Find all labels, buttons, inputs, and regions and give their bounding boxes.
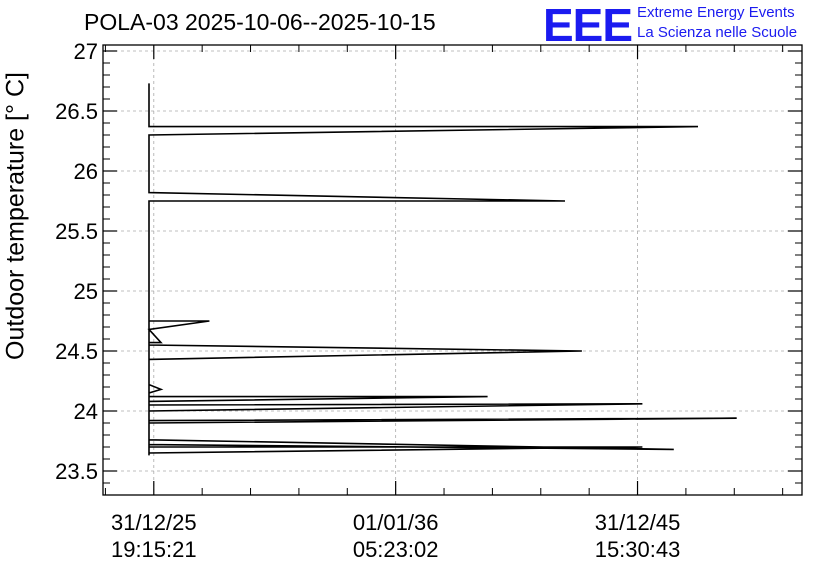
- chart-title: POLA-03 2025-10-06--2025-10-15: [84, 9, 436, 35]
- y-tick-label: 25.5: [55, 219, 98, 244]
- y-tick-label: 24.5: [55, 339, 98, 364]
- logo-text-line1: Extreme Energy Events: [637, 4, 795, 21]
- x-tick-label-date: 01/01/36: [353, 510, 439, 535]
- y-tick-label: 26: [74, 159, 98, 184]
- x-tick-label-time: 15:30:43: [595, 537, 681, 562]
- plot-frame: [102, 44, 803, 496]
- logo-text-line2: La Scienza nelle Scuole: [637, 24, 798, 41]
- y-tick-label: 24: [74, 399, 98, 424]
- y-tick-label: 26.5: [55, 99, 98, 124]
- x-tick-label-date: 31/12/25: [111, 510, 197, 535]
- series-layer: [147, 83, 737, 456]
- grid-lines: [103, 45, 802, 495]
- axis-ticks: [103, 45, 802, 496]
- x-tick-label-date: 31/12/45: [595, 510, 681, 535]
- y-tick-label: 27: [74, 39, 98, 64]
- y-tick-label: 25: [74, 279, 98, 304]
- y-axis-label: Outdoor temperature [° C]: [1, 72, 30, 360]
- y-tick-label: 23.5: [55, 459, 98, 484]
- x-tick-label-time: 05:23:02: [353, 537, 439, 562]
- eee-logo-mark: EEE: [543, 0, 633, 51]
- x-tick-label-time: 19:15:21: [111, 537, 197, 562]
- temperature-series-line: [147, 83, 737, 456]
- y-tick-labels: 23.5 24 24.5 25 25.5 26 26.5 27: [55, 39, 98, 484]
